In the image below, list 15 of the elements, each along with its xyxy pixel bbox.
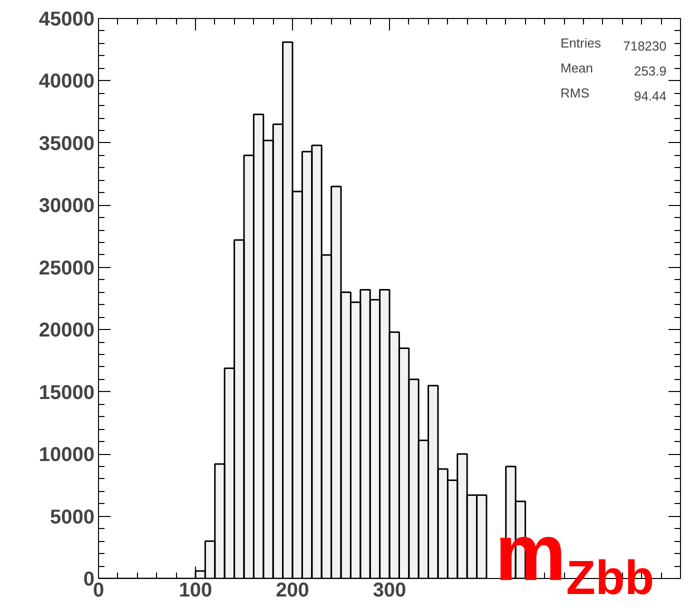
y-tick-label: 20000 bbox=[38, 320, 95, 342]
y-tick-label: 15000 bbox=[38, 382, 95, 404]
y-tick-label: 5000 bbox=[50, 506, 95, 528]
y-tick-label: 40000 bbox=[38, 70, 95, 93]
y-tick-label: 25000 bbox=[38, 257, 95, 280]
y-tick-label: 45000 bbox=[38, 8, 95, 30]
y-tick-label: 30000 bbox=[38, 195, 95, 218]
y-tick-label: 35000 bbox=[38, 132, 95, 155]
text: Entries 718230 bbox=[560, 36, 667, 54]
text: Mean 253.9 bbox=[560, 60, 667, 78]
text: RMS 94.44 bbox=[560, 86, 667, 104]
x-tick-label: 200 bbox=[276, 580, 310, 602]
y-tick-label: 10000 bbox=[38, 444, 95, 466]
x-tick-label: 300 bbox=[372, 580, 406, 602]
x-tick-label: 100 bbox=[178, 580, 212, 602]
